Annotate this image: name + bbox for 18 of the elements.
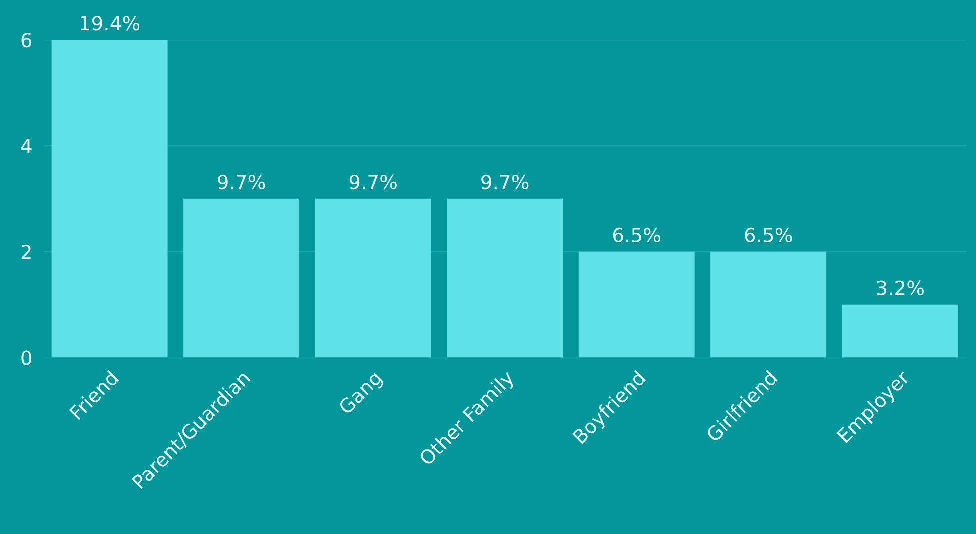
- annotation: 9.7%: [350, 174, 397, 190]
- bar: [315, 198, 432, 358]
- bar: [842, 304, 958, 358]
- bar: [578, 252, 695, 358]
- annotation: 9.7%: [482, 174, 529, 190]
- y-tick-label: 6: [22, 33, 32, 48]
- annotation: 3.2%: [877, 280, 924, 296]
- annotation: 6.5%: [745, 228, 792, 243]
- annotation: 19.4%: [81, 16, 140, 31]
- bar: [184, 198, 300, 358]
- bar: [710, 252, 827, 358]
- y-tick-label: 0: [22, 350, 32, 366]
- bar: [52, 40, 168, 358]
- annotation: 6.5%: [614, 228, 660, 243]
- y-tick-label: 2: [22, 244, 31, 260]
- bar: [447, 198, 564, 358]
- annotation: 9.7%: [218, 174, 266, 190]
- y-tick-label: 4: [21, 139, 32, 154]
